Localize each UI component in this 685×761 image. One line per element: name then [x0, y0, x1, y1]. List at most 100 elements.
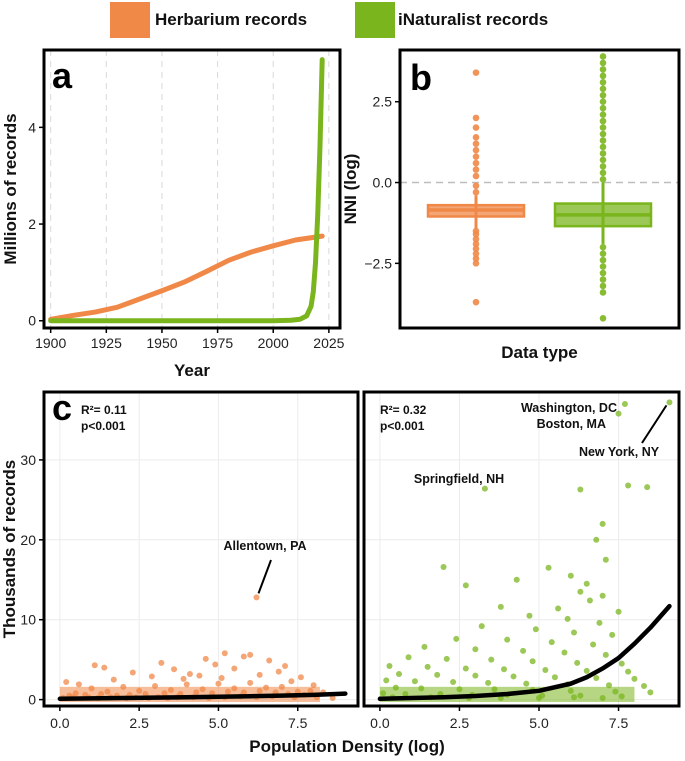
inaturalist-data-point [396, 671, 402, 678]
panel-b-outlier-herbarium [472, 133, 480, 141]
inaturalist-data-point [405, 654, 412, 661]
herbarium-data-point [136, 687, 143, 694]
herbarium-data-point [110, 676, 117, 683]
herbarium-data-point [91, 662, 98, 669]
panel-b-outlier-inaturalist [599, 143, 607, 151]
panel-b-outlier-herbarium [472, 298, 480, 306]
herbarium-data-point [247, 651, 254, 658]
inaturalist-data-point [609, 631, 616, 638]
inaturalist-xtick-label: 7.5 [609, 715, 629, 731]
inaturalist-data-point [577, 692, 584, 699]
panel-b-outlier-inaturalist [599, 72, 607, 80]
legend-swatch-herbarium [110, 2, 150, 38]
annotation-leader-line [257, 559, 272, 594]
inaturalist-data-point [491, 686, 498, 693]
legend-swatch-inaturalist [355, 2, 395, 38]
panel-a-series-herbarium [48, 233, 325, 322]
panel-c-letter: c [52, 387, 72, 428]
inaturalist-data-point [481, 485, 488, 492]
panel-a-xtick-label: 1925 [91, 335, 122, 351]
herbarium-data-point [240, 653, 247, 660]
inaturalist-data-point [593, 536, 600, 543]
herbarium-data-point [263, 684, 270, 691]
herbarium-data-point [202, 655, 209, 662]
inaturalist-data-point [618, 693, 625, 700]
inaturalist-xtick-label: 2.5 [450, 715, 470, 731]
panel-b-outlier-inaturalist [599, 130, 607, 138]
herbarium-ytick-label: 20 [20, 532, 36, 548]
herbarium-data-point [148, 673, 155, 680]
inaturalist-data-point [561, 649, 568, 656]
panel-b-outlier-inaturalist [599, 150, 607, 157]
herbarium-xtick-label: 5.0 [209, 715, 229, 731]
herbarium-data-point [288, 678, 295, 685]
inaturalist-data-point [571, 629, 577, 636]
herbarium-data-point [180, 675, 187, 682]
inaturalist-data-point [545, 564, 552, 571]
herbarium-data-point [63, 679, 70, 686]
legend-label-inaturalist: iNaturalist records [398, 10, 548, 29]
inaturalist-data-point [583, 667, 590, 674]
herbarium-data-point [183, 681, 190, 688]
inaturalist-data-point [586, 597, 593, 604]
inaturalist-data-point [567, 687, 574, 694]
panel-c-inaturalist-scatter: 0.0 2.5 5.0 7.5 R²= 0.32 p<0.001 Washington, D… [362, 390, 681, 731]
herbarium-data-point [167, 687, 174, 694]
herbarium-data-point [297, 674, 304, 681]
herbarium-data-point [266, 657, 273, 664]
panel-b-outlier-herbarium [472, 114, 480, 122]
inaturalist-data-point [392, 684, 399, 691]
inaturalist-data-point [542, 667, 549, 674]
panel-b-outlier-inaturalist [599, 289, 607, 296]
panel-b-ytick-label: 2.5 [373, 94, 393, 110]
panel-a-letter: a [52, 55, 73, 96]
inaturalist-data-point [440, 563, 447, 570]
panel-b-outlier-inaturalist [599, 276, 607, 283]
inaturalist-data-point [641, 683, 647, 690]
inaturalist-data-point [590, 641, 597, 648]
panel-b-outlier-inaturalist [599, 59, 607, 67]
inaturalist-data-point [472, 646, 479, 653]
herbarium-data-point [199, 686, 206, 693]
herbarium-data-point [307, 687, 314, 694]
panel-b-outlier-herbarium [472, 240, 480, 248]
panel-b-outlier-herbarium [472, 245, 480, 253]
inaturalist-data-point [606, 682, 612, 689]
panel-b-ylabel: NNI (log) [341, 154, 360, 225]
herbarium-frame [42, 390, 360, 708]
herbarium-data-point [104, 688, 111, 695]
panel-c-shared-xlabel: Population Density (log) [249, 737, 445, 756]
panel-b-outlier-herbarium [472, 153, 480, 160]
inaturalist-data-point [612, 688, 619, 695]
herbarium-data-point [282, 663, 289, 670]
herbarium-data-point [231, 685, 238, 692]
annotation-leader-line [641, 404, 668, 444]
inaturalist-data-point [529, 658, 536, 665]
panel-b-frame [398, 48, 681, 330]
herbarium-data-point [231, 665, 238, 672]
inaturalist-data-point [402, 691, 409, 698]
annotation-allentown: Allentown, PA [223, 539, 306, 553]
panel-a-ylabel: Millions of records [1, 113, 20, 264]
herbarium-data-point [215, 680, 222, 687]
herbarium-data-point [221, 650, 228, 657]
inaturalist-data-point [456, 686, 463, 693]
inaturalist-data-point [644, 484, 651, 491]
panel-b-outlier-herbarium [472, 182, 480, 190]
panel-b-box-plot: 2.5 0.0 −2.5 Data type NNI (log) b [341, 48, 681, 362]
panel-a-xtick-label: 1950 [146, 335, 177, 351]
herbarium-data-point [193, 689, 200, 696]
inaturalist-data-point [564, 615, 571, 622]
annotation-boston: Boston, MA [537, 417, 606, 431]
panel-b-outlier-inaturalist [599, 176, 607, 183]
panel-b-outlier-herbarium [472, 124, 480, 131]
panel-b-outlier-herbarium [472, 250, 480, 257]
panel-a-line-chart: 1900 1925 1950 1975 2000 2025 0 2 4 Year Millions … [1, 48, 345, 380]
panel-b-outlier-inaturalist [599, 79, 607, 86]
panel-b-outlier-inaturalist [599, 91, 607, 99]
panel-a-frame [42, 48, 342, 330]
inaturalist-data-point [625, 482, 632, 489]
inaturalist-data-point [520, 647, 527, 654]
panel-b-outlier-inaturalist [599, 163, 607, 170]
